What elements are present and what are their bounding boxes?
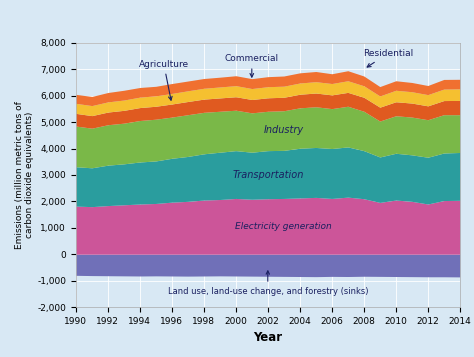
Text: Commercial: Commercial <box>225 54 279 77</box>
X-axis label: Year: Year <box>253 331 283 344</box>
Text: Agriculture: Agriculture <box>139 60 189 100</box>
Text: Electricity generation: Electricity generation <box>236 222 332 231</box>
Y-axis label: Emissions (million metric tons of
carbon dioxide equivalents): Emissions (million metric tons of carbon… <box>15 101 34 249</box>
Text: Industry: Industry <box>264 125 304 135</box>
Text: Residential: Residential <box>363 49 413 67</box>
Text: Land use, land-use change, and forestry (sinks): Land use, land-use change, and forestry … <box>168 271 368 296</box>
Text: Transportation: Transportation <box>232 170 303 180</box>
